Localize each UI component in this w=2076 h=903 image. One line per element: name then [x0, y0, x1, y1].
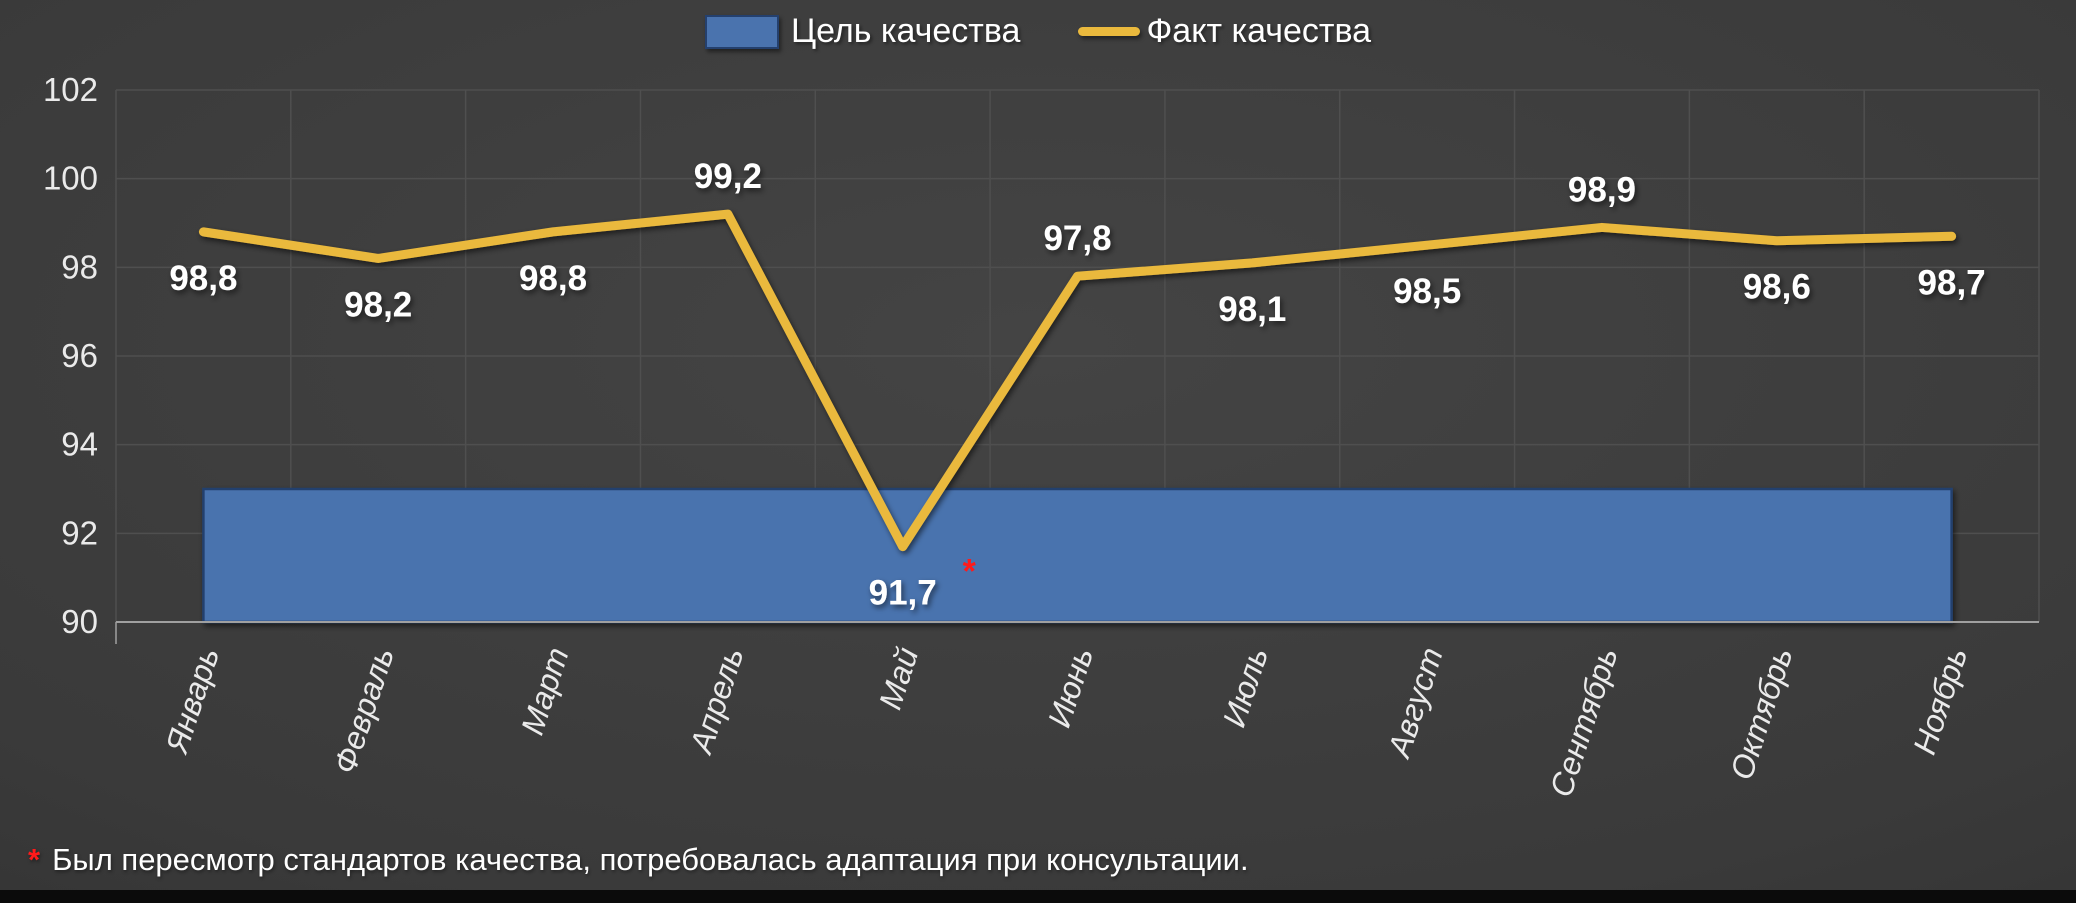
- footnote-text: Был пересмотр стандартов качества, потре…: [52, 842, 1249, 877]
- data-label: 91,7: [869, 574, 937, 613]
- footnote: * Был пересмотр стандартов качества, потр…: [28, 842, 1249, 878]
- data-label: 98,8: [169, 259, 237, 298]
- x-tick-label: Июнь: [1041, 643, 1100, 732]
- legend-label-fact: Факт качества: [1146, 12, 1372, 50]
- x-tick-label: Ноябрь: [1906, 643, 1974, 759]
- data-label: 98,1: [1218, 290, 1286, 329]
- x-tick-label: Июль: [1216, 643, 1275, 731]
- y-tick-label: 100: [43, 160, 98, 197]
- footnote-asterisk: *: [28, 842, 41, 877]
- data-label: 98,7: [1918, 263, 1986, 302]
- data-label: 98,2: [344, 285, 412, 324]
- legend-swatch-target-icon: [704, 14, 779, 49]
- y-tick-label: 102: [43, 71, 98, 108]
- y-tick-label: 98: [61, 248, 98, 285]
- fact-line[interactable]: [198, 209, 1957, 552]
- data-label: 97,8: [1043, 219, 1111, 258]
- target-band[interactable]: [202, 487, 1953, 624]
- legend-item-target: Цель качества: [704, 12, 1021, 51]
- y-tick-label: 94: [61, 426, 98, 463]
- legend-item-fact: Факт качества: [1078, 12, 1371, 51]
- x-tick-label: Октябрь: [1723, 643, 1799, 784]
- x-tick-label: Август: [1380, 643, 1450, 763]
- x-tick-label: Сентябрь: [1543, 643, 1625, 801]
- x-tick-label: Май: [872, 643, 926, 714]
- x-tick-label: Январь: [158, 643, 226, 759]
- legend-label-target: Цель качества: [790, 12, 1021, 50]
- bottom-strip: [0, 890, 2076, 903]
- y-tick-label: 90: [61, 603, 98, 640]
- data-label: 99,2: [694, 157, 762, 196]
- legend-swatch-fact-icon: [1078, 27, 1141, 36]
- x-tick-label: Февраль: [326, 643, 400, 778]
- data-label: 98,8: [519, 259, 587, 298]
- x-tick-label: Март: [514, 643, 576, 739]
- y-tick-label: 92: [61, 514, 98, 551]
- y-tick-label: 96: [61, 337, 98, 374]
- data-label: 98,5: [1393, 272, 1461, 311]
- data-label: 98,6: [1743, 268, 1811, 307]
- data-label: 98,9: [1568, 170, 1636, 209]
- x-tick-label: Апрель: [682, 643, 750, 759]
- annotation-asterisk: *: [963, 553, 977, 591]
- chart-legend: Цель качества Факт качества: [0, 12, 2076, 51]
